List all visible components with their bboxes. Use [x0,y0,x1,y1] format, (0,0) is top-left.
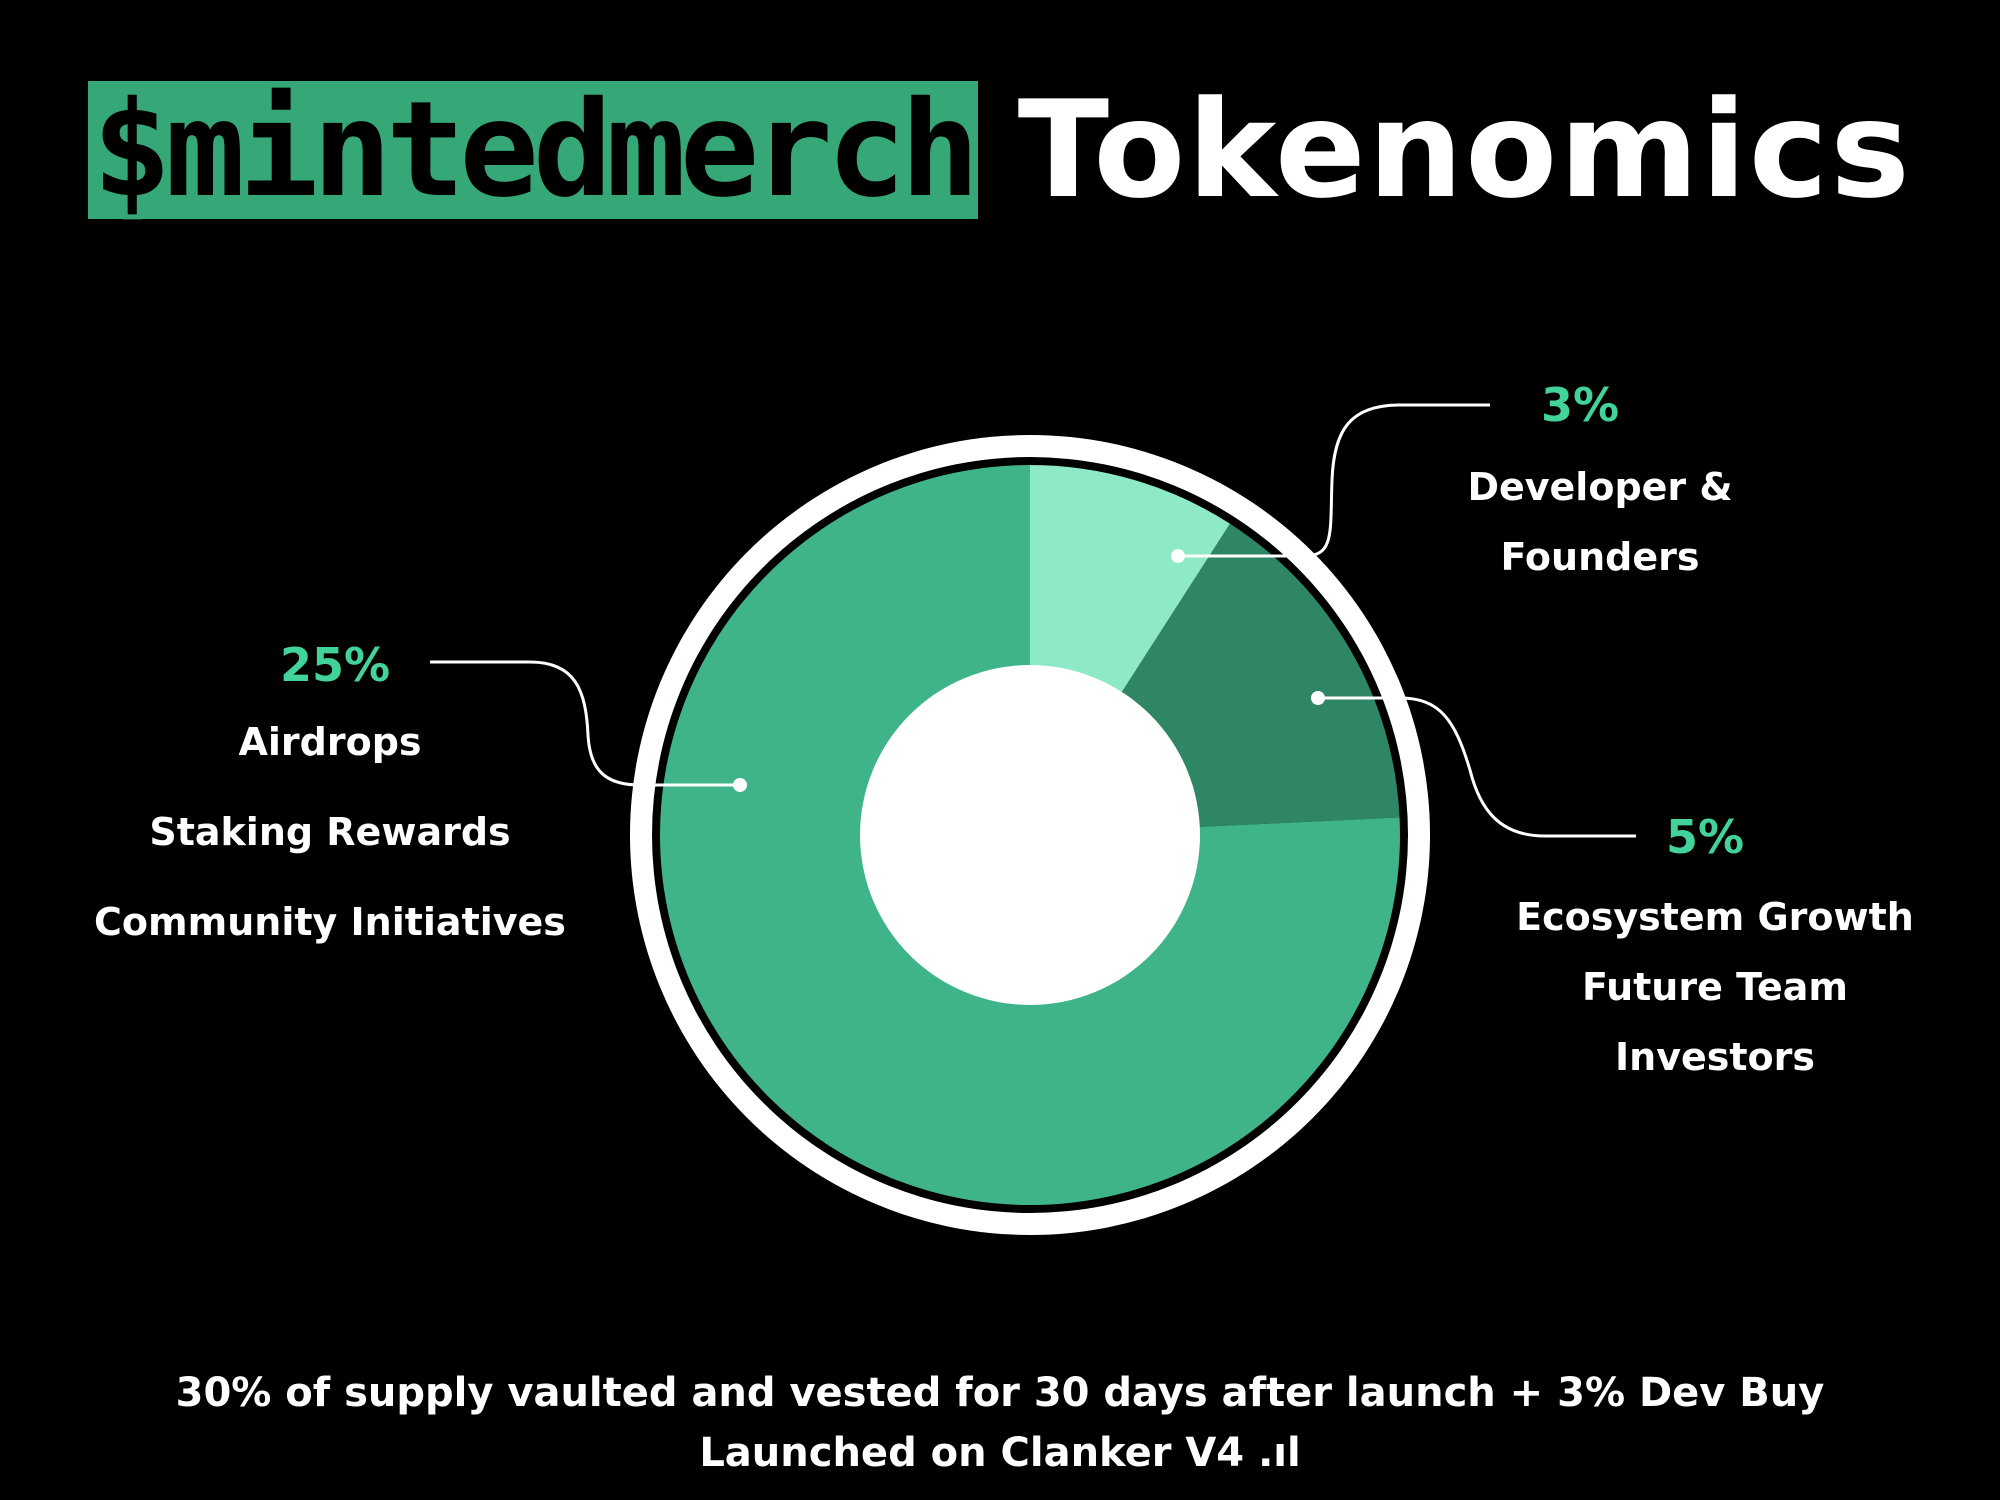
footer-vesting-note: 30% of supply vaulted and vested for 30 … [175,1370,1825,1416]
category-future-team: Future Team [1582,965,1848,1009]
category-investors: Investors [1615,1035,1815,1079]
title-word: Tokenomics [1017,72,1912,228]
category-developer: Developer & [1467,465,1733,509]
category-airdrops: Airdrops [238,720,422,764]
leader-line-developer-founders [1178,403,1490,558]
category-ecosystem-growth: Ecosystem Growth [1516,895,1914,939]
leader-dot-airdrops [733,778,747,792]
brand-logo: $mintedmerch [87,76,985,224]
category-community-initiatives: Community Initiatives [94,900,566,944]
leader-line-airdrops [430,660,740,787]
brand-text: $mintedmerch [87,73,985,227]
category-staking-rewards: Staking Rewards [149,810,511,854]
slice-label-ecosystem-growth: 5% [1665,810,1745,864]
leader-dot-ecosystem-growth [1311,691,1325,705]
slice-label-airdrops: 25% [279,638,391,692]
category-founders: Founders [1500,535,1700,579]
leader-dot-developer-founders [1171,549,1185,563]
page-title: $mintedmerch Tokenomics [0,70,2000,230]
leader-line-ecosystem-growth [1318,696,1636,838]
footer-launch-note: Launched on Clanker V4 .ıl [699,1430,1301,1476]
slice-label-developer-founders: 3% [1540,378,1620,432]
chart-hole [860,665,1200,1005]
